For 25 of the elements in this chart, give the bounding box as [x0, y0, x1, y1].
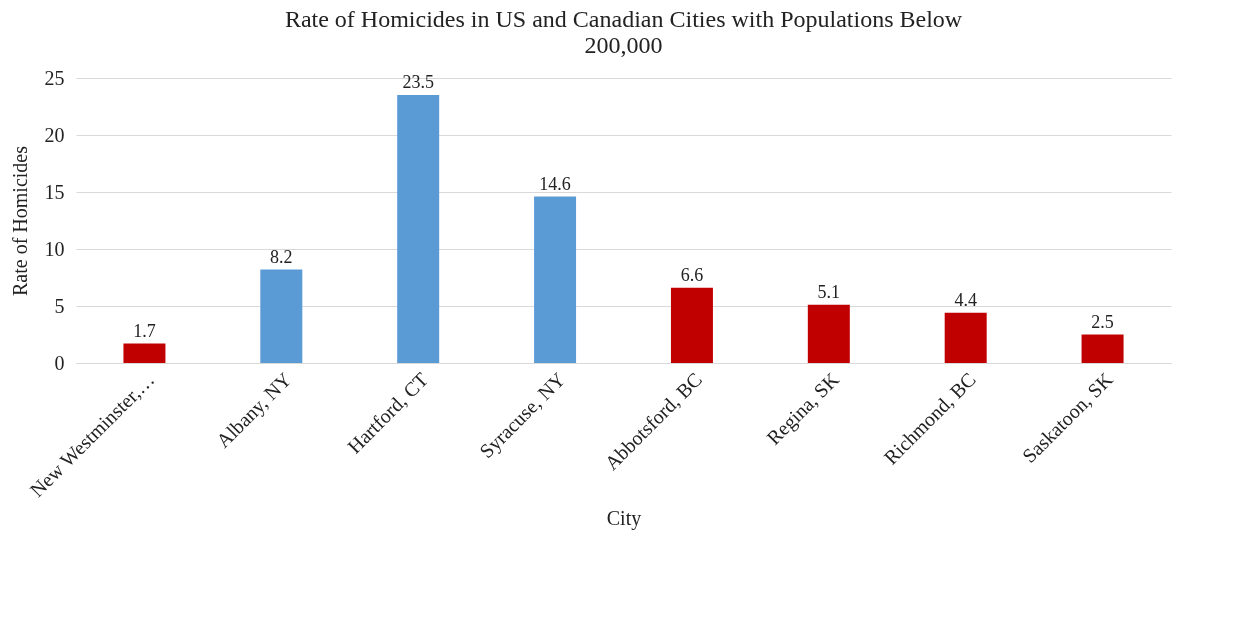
y-tick-label: 0: [54, 351, 65, 374]
bar: [670, 287, 713, 363]
bar: [534, 196, 577, 363]
bar: [807, 304, 850, 363]
data-label: 2.5: [1091, 311, 1114, 332]
y-tick-label: 25: [44, 66, 65, 89]
y-tick-label: 10: [44, 237, 65, 260]
data-label: 14.6: [539, 173, 571, 194]
y-tick-label: 5: [54, 294, 65, 317]
data-label: 23.5: [402, 72, 434, 93]
bar: [260, 269, 303, 363]
bar: [1081, 334, 1124, 363]
x-axis-title: City: [606, 507, 642, 531]
bar: [944, 312, 987, 363]
y-tick-label: 20: [44, 123, 65, 146]
y-axis-title: Rate of Homicides: [8, 145, 31, 296]
data-label: 4.4: [954, 289, 977, 310]
bar: [123, 343, 166, 363]
data-label: 1.7: [133, 320, 156, 341]
chart-title: Rate of Homicides in US and Canadian Cities with Populations Below 200,000: [284, 6, 963, 58]
data-label: 5.1: [817, 281, 841, 302]
data-label: 6.6: [680, 264, 704, 285]
bar: [397, 95, 440, 363]
y-tick-label: 15: [44, 180, 65, 203]
data-label: 8.2: [270, 246, 293, 267]
